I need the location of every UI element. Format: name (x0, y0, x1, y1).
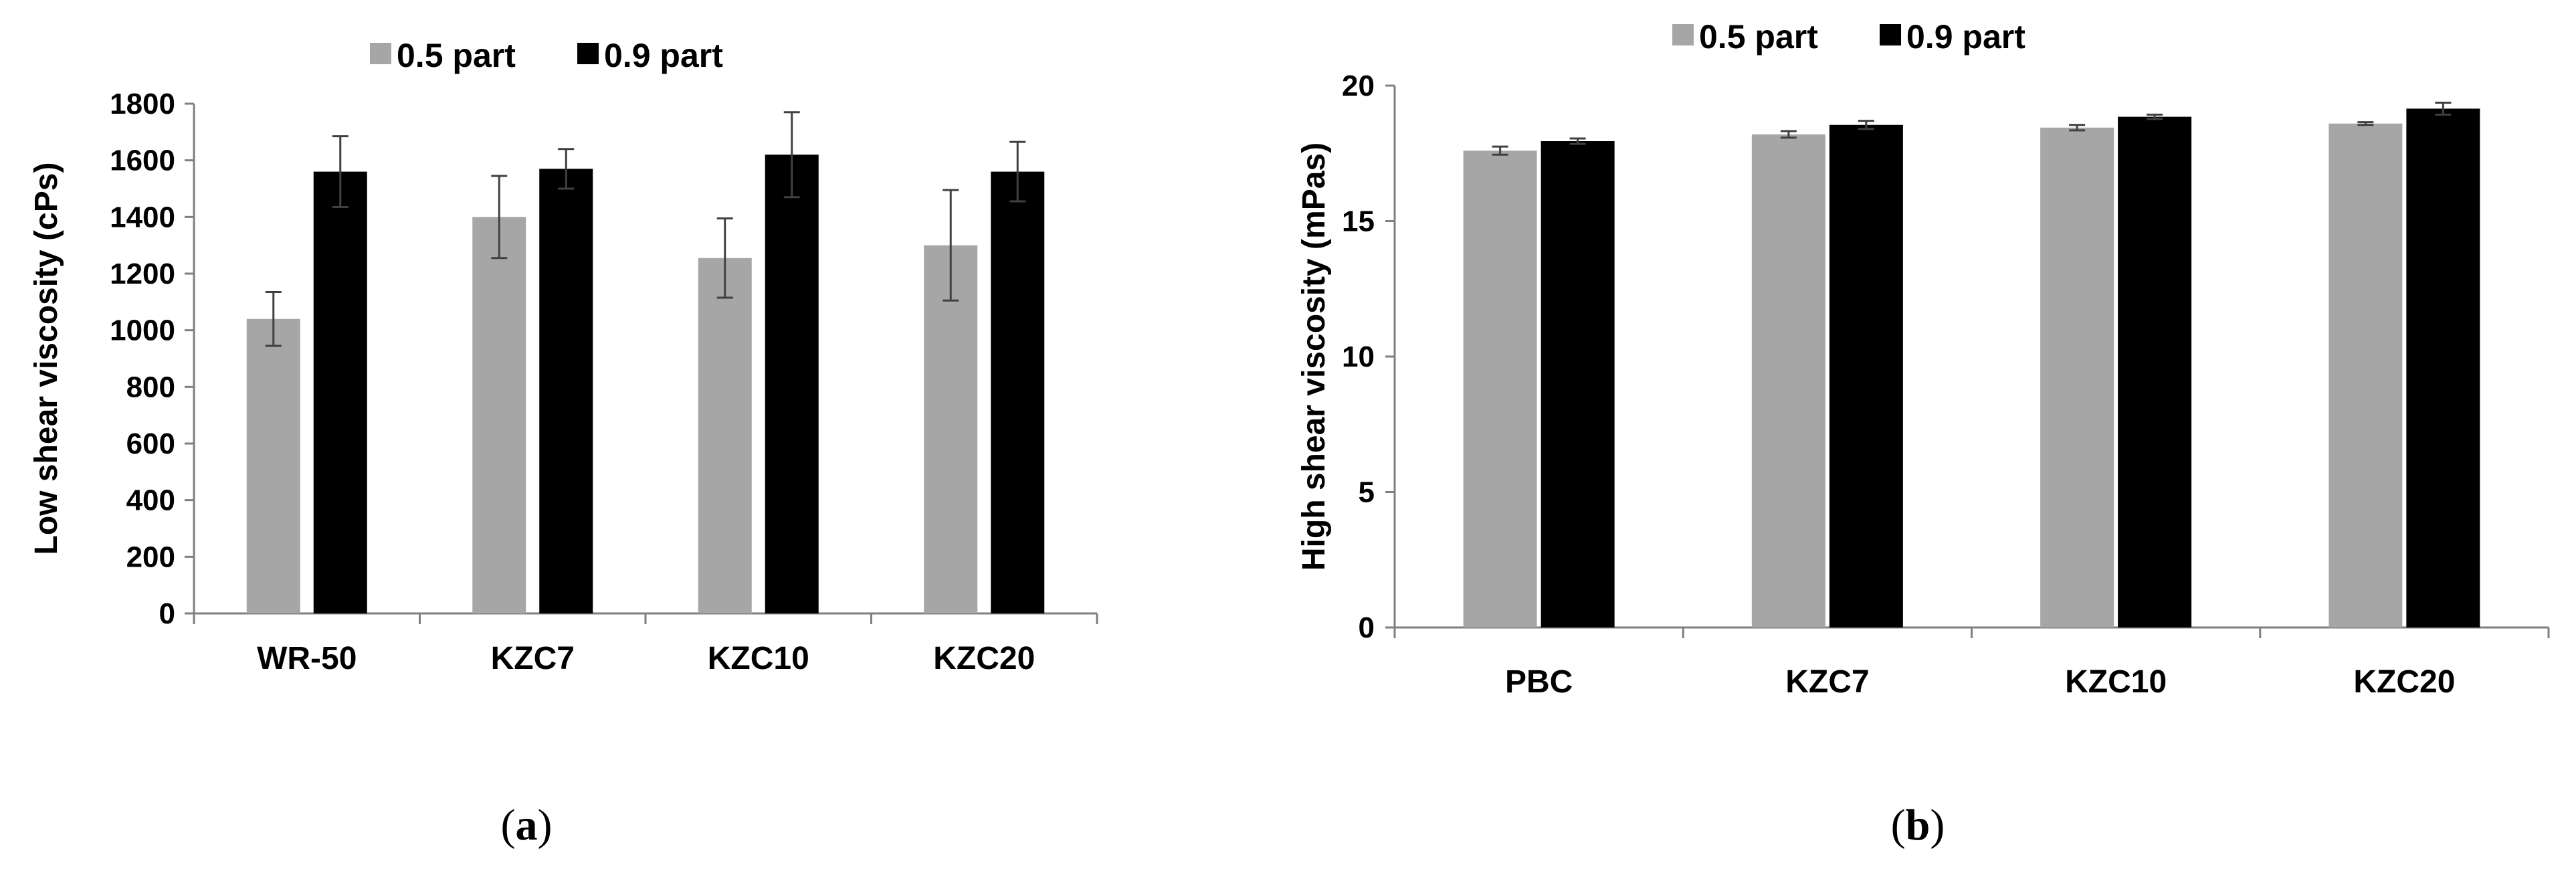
y-axis-label: Low shear viscosity (cPs) (29, 163, 64, 555)
bar (1829, 124, 1903, 628)
y-axis-label: High shear viscosity (mPas) (1296, 142, 1332, 571)
x-category-label: KZC7 (491, 641, 575, 676)
bar (1541, 141, 1615, 627)
y-tick-label: 1000 (110, 314, 175, 347)
legend-label: 0.9 part (604, 37, 723, 74)
panel-label-b: (b) (1891, 801, 1945, 850)
bar (765, 155, 819, 613)
bar (698, 258, 752, 613)
y-tick-label: 0 (159, 597, 175, 630)
y-tick-label: 5 (1359, 476, 1375, 509)
y-tick-label: 10 (1342, 340, 1375, 373)
y-tick-label: 20 (1342, 70, 1375, 102)
chart-a: 0 200 400 600 800 1000 1200 1400 1600 1800 WR-50 KZ… (29, 37, 1098, 676)
legend-swatch (1672, 24, 1694, 45)
legend-label: 0.5 part (1699, 18, 1818, 56)
panel-label-a: (a) (501, 801, 553, 850)
bar (313, 171, 367, 614)
bar (1463, 151, 1537, 627)
x-category-label: KZC7 (1785, 664, 1869, 700)
y-tick-label: 1400 (110, 201, 175, 233)
bar (924, 245, 978, 614)
bar (2406, 108, 2480, 628)
bar (991, 171, 1045, 614)
bar (2040, 127, 2114, 627)
bar (539, 169, 593, 613)
bar (1751, 134, 1825, 627)
chart-b: 0 5 10 15 20 PBC KZC7 KZC10 KZC20 High shear visc… (1296, 18, 2550, 700)
x-category-label: KZC10 (2065, 664, 2167, 700)
y-tick-label: 1600 (110, 144, 175, 177)
x-category-label: KZC10 (708, 641, 809, 676)
y-tick-label: 600 (126, 427, 175, 460)
y-tick-label: 1800 (110, 88, 175, 120)
bar (2118, 116, 2192, 627)
y-tick-label: 15 (1342, 205, 1375, 238)
legend-swatch (370, 43, 391, 64)
y-tick-label: 400 (126, 484, 175, 517)
y-tick-label: 1200 (110, 258, 175, 290)
bar (2329, 123, 2403, 627)
x-category-label: PBC (1505, 664, 1573, 700)
legend-label: 0.5 part (397, 37, 516, 74)
legend-swatch (1880, 24, 1901, 45)
y-tick-label: 800 (126, 371, 175, 403)
bar (472, 217, 526, 613)
legend-label: 0.9 part (1906, 18, 2025, 56)
x-category-label: KZC20 (933, 641, 1035, 676)
y-tick-label: 200 (126, 541, 175, 573)
x-category-label: WR-50 (257, 641, 357, 676)
y-tick-label: 0 (1359, 611, 1375, 644)
bar (246, 318, 300, 613)
legend-swatch (577, 43, 599, 64)
x-category-label: KZC20 (2353, 664, 2455, 700)
